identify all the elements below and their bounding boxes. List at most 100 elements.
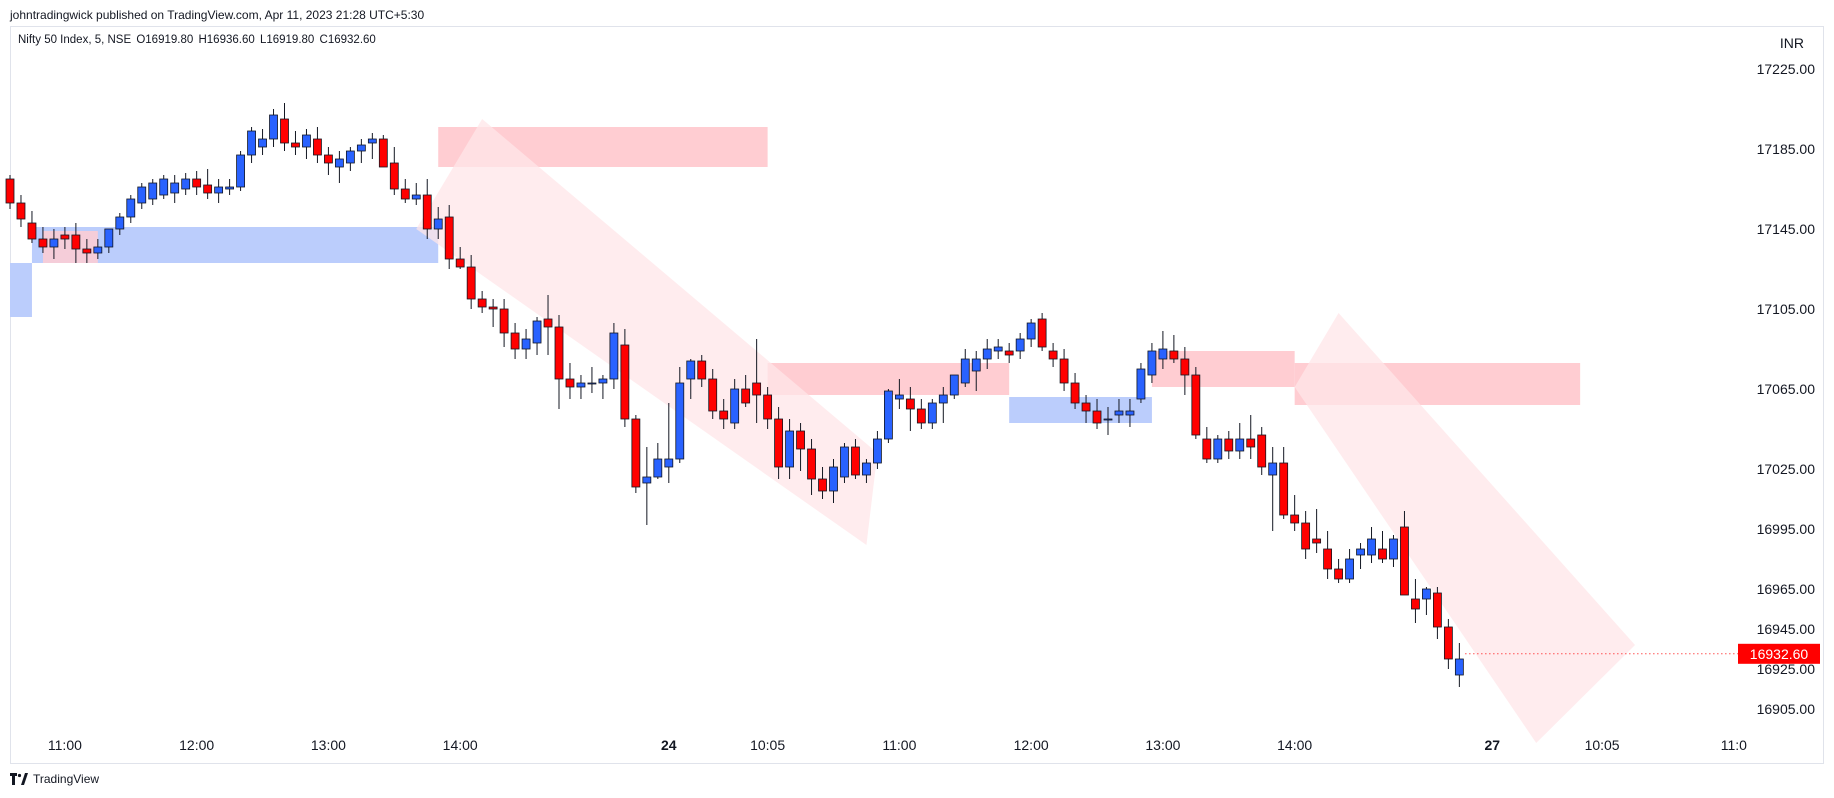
x-tick-label: 14:00	[443, 737, 478, 753]
candle-body	[1422, 588, 1431, 600]
candle	[905, 387, 915, 431]
demand-zone	[10, 263, 32, 317]
candle	[818, 467, 827, 499]
candle-body	[192, 178, 202, 188]
candle-body	[477, 298, 487, 308]
x-tick-label: 11:0	[1721, 737, 1747, 753]
candle-body	[60, 234, 70, 240]
y-tick-label: 17025.00	[1757, 461, 1816, 477]
candle	[1026, 319, 1036, 347]
legend-symbol: Nifty 50 Index, 5, NSE	[18, 34, 132, 46]
candle	[1103, 407, 1113, 435]
candle-body	[840, 446, 849, 478]
candle	[269, 109, 278, 147]
candle	[1125, 399, 1135, 427]
candle-body	[873, 438, 882, 464]
legend-low: L16919.80	[259, 34, 315, 46]
demand-zone	[1009, 397, 1152, 423]
candle	[620, 329, 630, 427]
candle-body	[916, 408, 926, 424]
candle-body	[587, 382, 597, 385]
candle-body	[708, 378, 718, 412]
time-axis: 11:00 12:00 13:00 14:00 24 10:05 11:00 12:00 13:…	[48, 737, 1747, 753]
candle	[1114, 399, 1124, 423]
symbol-legend: Nifty 50 Index, 5, NSE O16919.80 H16936.…	[18, 34, 378, 46]
footer-brand[interactable]: TradingView	[10, 772, 99, 786]
candle	[477, 291, 487, 313]
candle	[214, 179, 224, 203]
candle	[807, 439, 816, 495]
candle-body	[1136, 368, 1146, 400]
chart-frame	[10, 26, 1824, 764]
candle-body	[1268, 462, 1278, 476]
channels-layer	[416, 119, 1636, 743]
candles-layer	[5, 103, 1464, 687]
candle-body	[1202, 438, 1212, 460]
candle-body	[313, 138, 322, 156]
candle-body	[1037, 318, 1047, 348]
candle	[829, 459, 838, 503]
candle-body	[1356, 548, 1365, 556]
candle	[960, 349, 970, 387]
candle	[642, 447, 652, 525]
candle-body	[1323, 548, 1332, 570]
candle-body	[774, 418, 783, 468]
candle	[1268, 447, 1278, 531]
candle	[1158, 331, 1168, 369]
candle	[16, 195, 26, 227]
candle	[675, 367, 685, 463]
candle	[851, 439, 860, 479]
candle-body	[433, 218, 443, 230]
candle	[1092, 399, 1102, 429]
candle	[148, 179, 158, 205]
candle	[873, 431, 882, 469]
candle	[38, 227, 48, 253]
descending-channel	[416, 119, 878, 545]
candle	[719, 399, 729, 429]
x-tick-label: 14:00	[1277, 737, 1312, 753]
candle-body	[949, 374, 959, 396]
candle	[236, 151, 245, 191]
candle-body	[576, 382, 586, 388]
candle-body	[302, 134, 311, 148]
candle-body	[1092, 410, 1102, 424]
candle	[982, 339, 992, 369]
candle	[1454, 643, 1464, 687]
footer-brand-label: TradingView	[33, 772, 100, 786]
candle	[1004, 343, 1014, 363]
candle	[1246, 415, 1256, 459]
candle-body	[1290, 514, 1300, 524]
candle	[938, 387, 948, 423]
candle-body	[1257, 434, 1267, 468]
candle-body	[93, 246, 103, 254]
candle	[631, 415, 641, 493]
candle	[598, 375, 608, 399]
candle	[1323, 531, 1332, 579]
candle-body	[1454, 658, 1464, 676]
candle-body	[269, 114, 278, 140]
candle	[71, 223, 81, 263]
candle	[993, 339, 1003, 359]
candle-body	[126, 198, 136, 218]
candle-body	[971, 358, 981, 372]
candle	[159, 175, 169, 199]
candle-body	[236, 154, 245, 188]
candle-body	[851, 446, 860, 476]
candle	[927, 399, 937, 429]
candle	[302, 129, 311, 159]
candle-body	[960, 358, 970, 384]
candle	[752, 339, 762, 423]
candle	[203, 169, 213, 199]
candle-body	[807, 448, 816, 480]
candle-body	[1114, 410, 1124, 416]
candle	[466, 255, 476, 309]
candle-body	[697, 360, 707, 380]
candle	[949, 374, 959, 399]
candle	[1334, 559, 1343, 583]
last-price-tag-group: 16932.60	[1465, 643, 1820, 664]
candle-body	[927, 402, 937, 424]
candle	[27, 211, 37, 243]
candle	[1235, 423, 1245, 459]
candle	[280, 103, 289, 151]
